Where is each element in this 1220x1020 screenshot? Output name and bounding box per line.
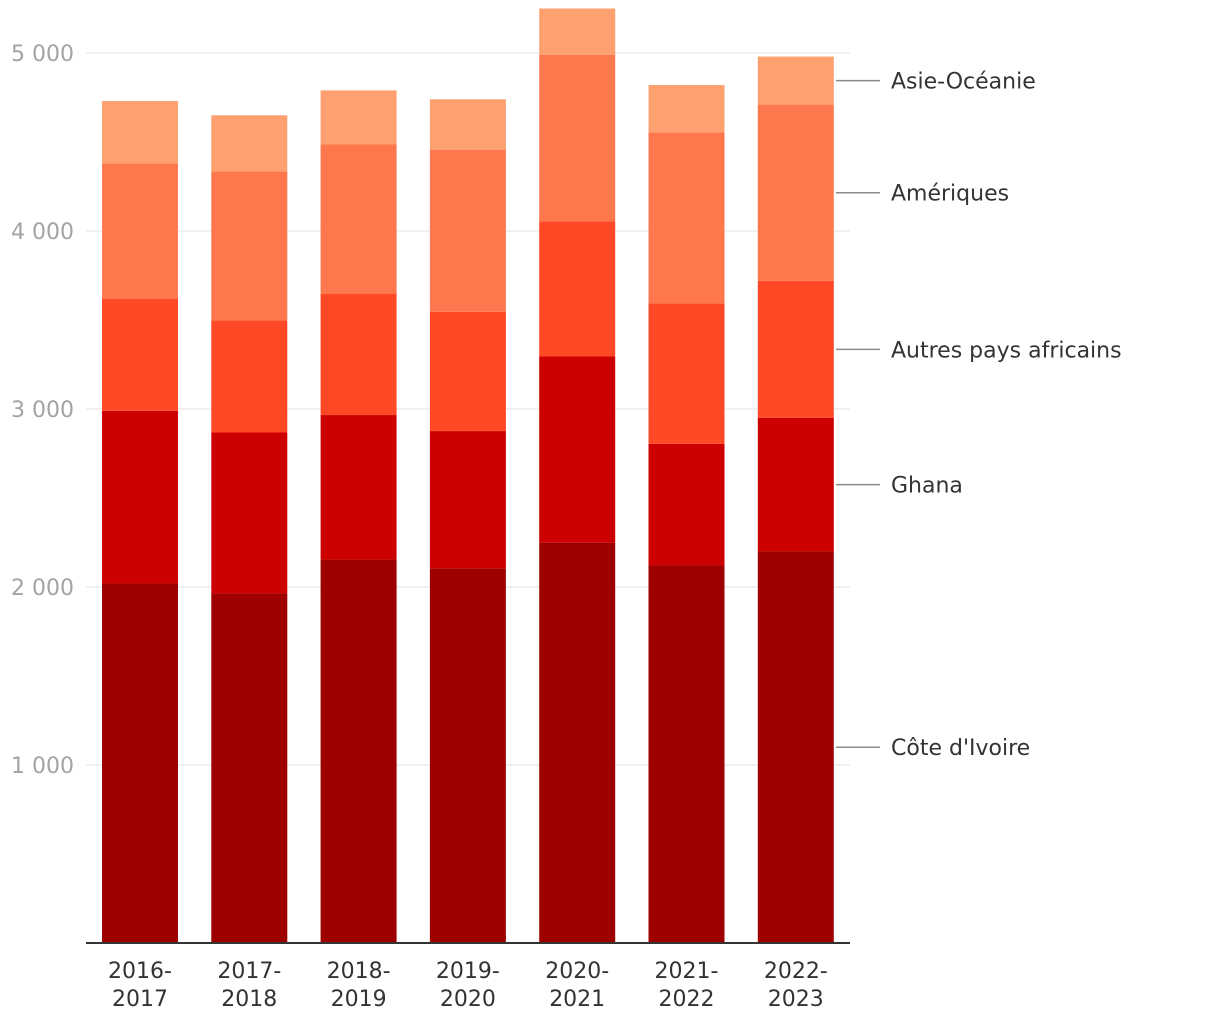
bar-segment <box>648 443 725 566</box>
bar-segment <box>102 298 178 411</box>
bar-segment <box>429 99 506 150</box>
bar-segment <box>211 432 288 594</box>
bar-segment <box>211 115 288 172</box>
x-tick-label: 2022 <box>659 987 715 1012</box>
y-tick-label: 5 000 <box>11 42 74 67</box>
x-tick-label: 2020- <box>545 959 609 984</box>
bar-segment <box>211 593 288 943</box>
bar-segment <box>429 311 506 432</box>
bar-segment <box>429 149 506 312</box>
x-tick-label: 2018- <box>327 959 391 984</box>
bar-segment <box>648 132 725 304</box>
bar-segment <box>102 101 178 164</box>
y-tick-label: 3 000 <box>11 398 74 423</box>
legend-label: Côte d'Ivoire <box>891 736 1030 761</box>
bar-segment <box>757 417 834 552</box>
legend-label: Ghana <box>891 474 963 499</box>
bar-segment <box>539 542 616 943</box>
bar-segment <box>429 568 506 943</box>
bar-segment <box>539 221 616 357</box>
bar-segment <box>429 431 506 569</box>
x-tick-label: 2016- <box>108 959 172 984</box>
bar-segment <box>539 8 616 55</box>
bar-segment <box>757 104 834 281</box>
y-tick-label: 2 000 <box>11 576 74 601</box>
legend: Côte d'Ivoire Ghana Autres pays africains A… <box>836 70 1122 761</box>
y-tick-label: 4 000 <box>11 220 74 245</box>
bar-segment <box>648 303 725 444</box>
x-tick-label: 2019 <box>331 987 387 1012</box>
legend-label: Autres pays africains <box>891 338 1122 363</box>
bar-segment <box>102 163 178 299</box>
bar-segment <box>648 85 725 133</box>
x-tick-label: 2017 <box>112 987 168 1012</box>
x-tick-label: 2022- <box>764 959 828 984</box>
bar-segment <box>539 54 616 222</box>
x-tick-label: 2023 <box>768 987 824 1012</box>
bars <box>102 8 834 943</box>
x-axis: 2016- 2017 2017- 2018 2018- 2019 2019- 2020 2020… <box>86 942 850 1012</box>
bar-segment <box>757 56 834 105</box>
legend-label: Amériques <box>891 182 1009 207</box>
y-tick-label: 1 000 <box>11 754 74 779</box>
bar-segment <box>648 565 725 943</box>
x-tick-label: 2021 <box>549 987 605 1012</box>
x-tick-label: 2017- <box>217 959 281 984</box>
bar-segment <box>102 410 178 584</box>
bar-segment <box>757 280 834 418</box>
y-axis: 1 000 2 000 3 000 4 000 5 000 <box>11 42 74 779</box>
bar-segment <box>320 559 397 943</box>
bar-segment <box>757 551 834 943</box>
bar-segment <box>102 583 178 943</box>
bar-segment <box>211 171 288 321</box>
bar-segment <box>320 144 397 295</box>
bar-segment <box>320 415 397 560</box>
bar-segment <box>211 320 288 433</box>
bar-segment <box>320 90 397 145</box>
legend-label: Asie-Océanie <box>891 70 1036 95</box>
x-tick-label: 2020 <box>440 987 496 1012</box>
x-tick-label: 2019- <box>436 959 500 984</box>
bar-segment <box>320 294 397 416</box>
bar-segment <box>539 356 616 543</box>
x-tick-label: 2021- <box>655 959 719 984</box>
x-tick-label: 2018 <box>221 987 277 1012</box>
